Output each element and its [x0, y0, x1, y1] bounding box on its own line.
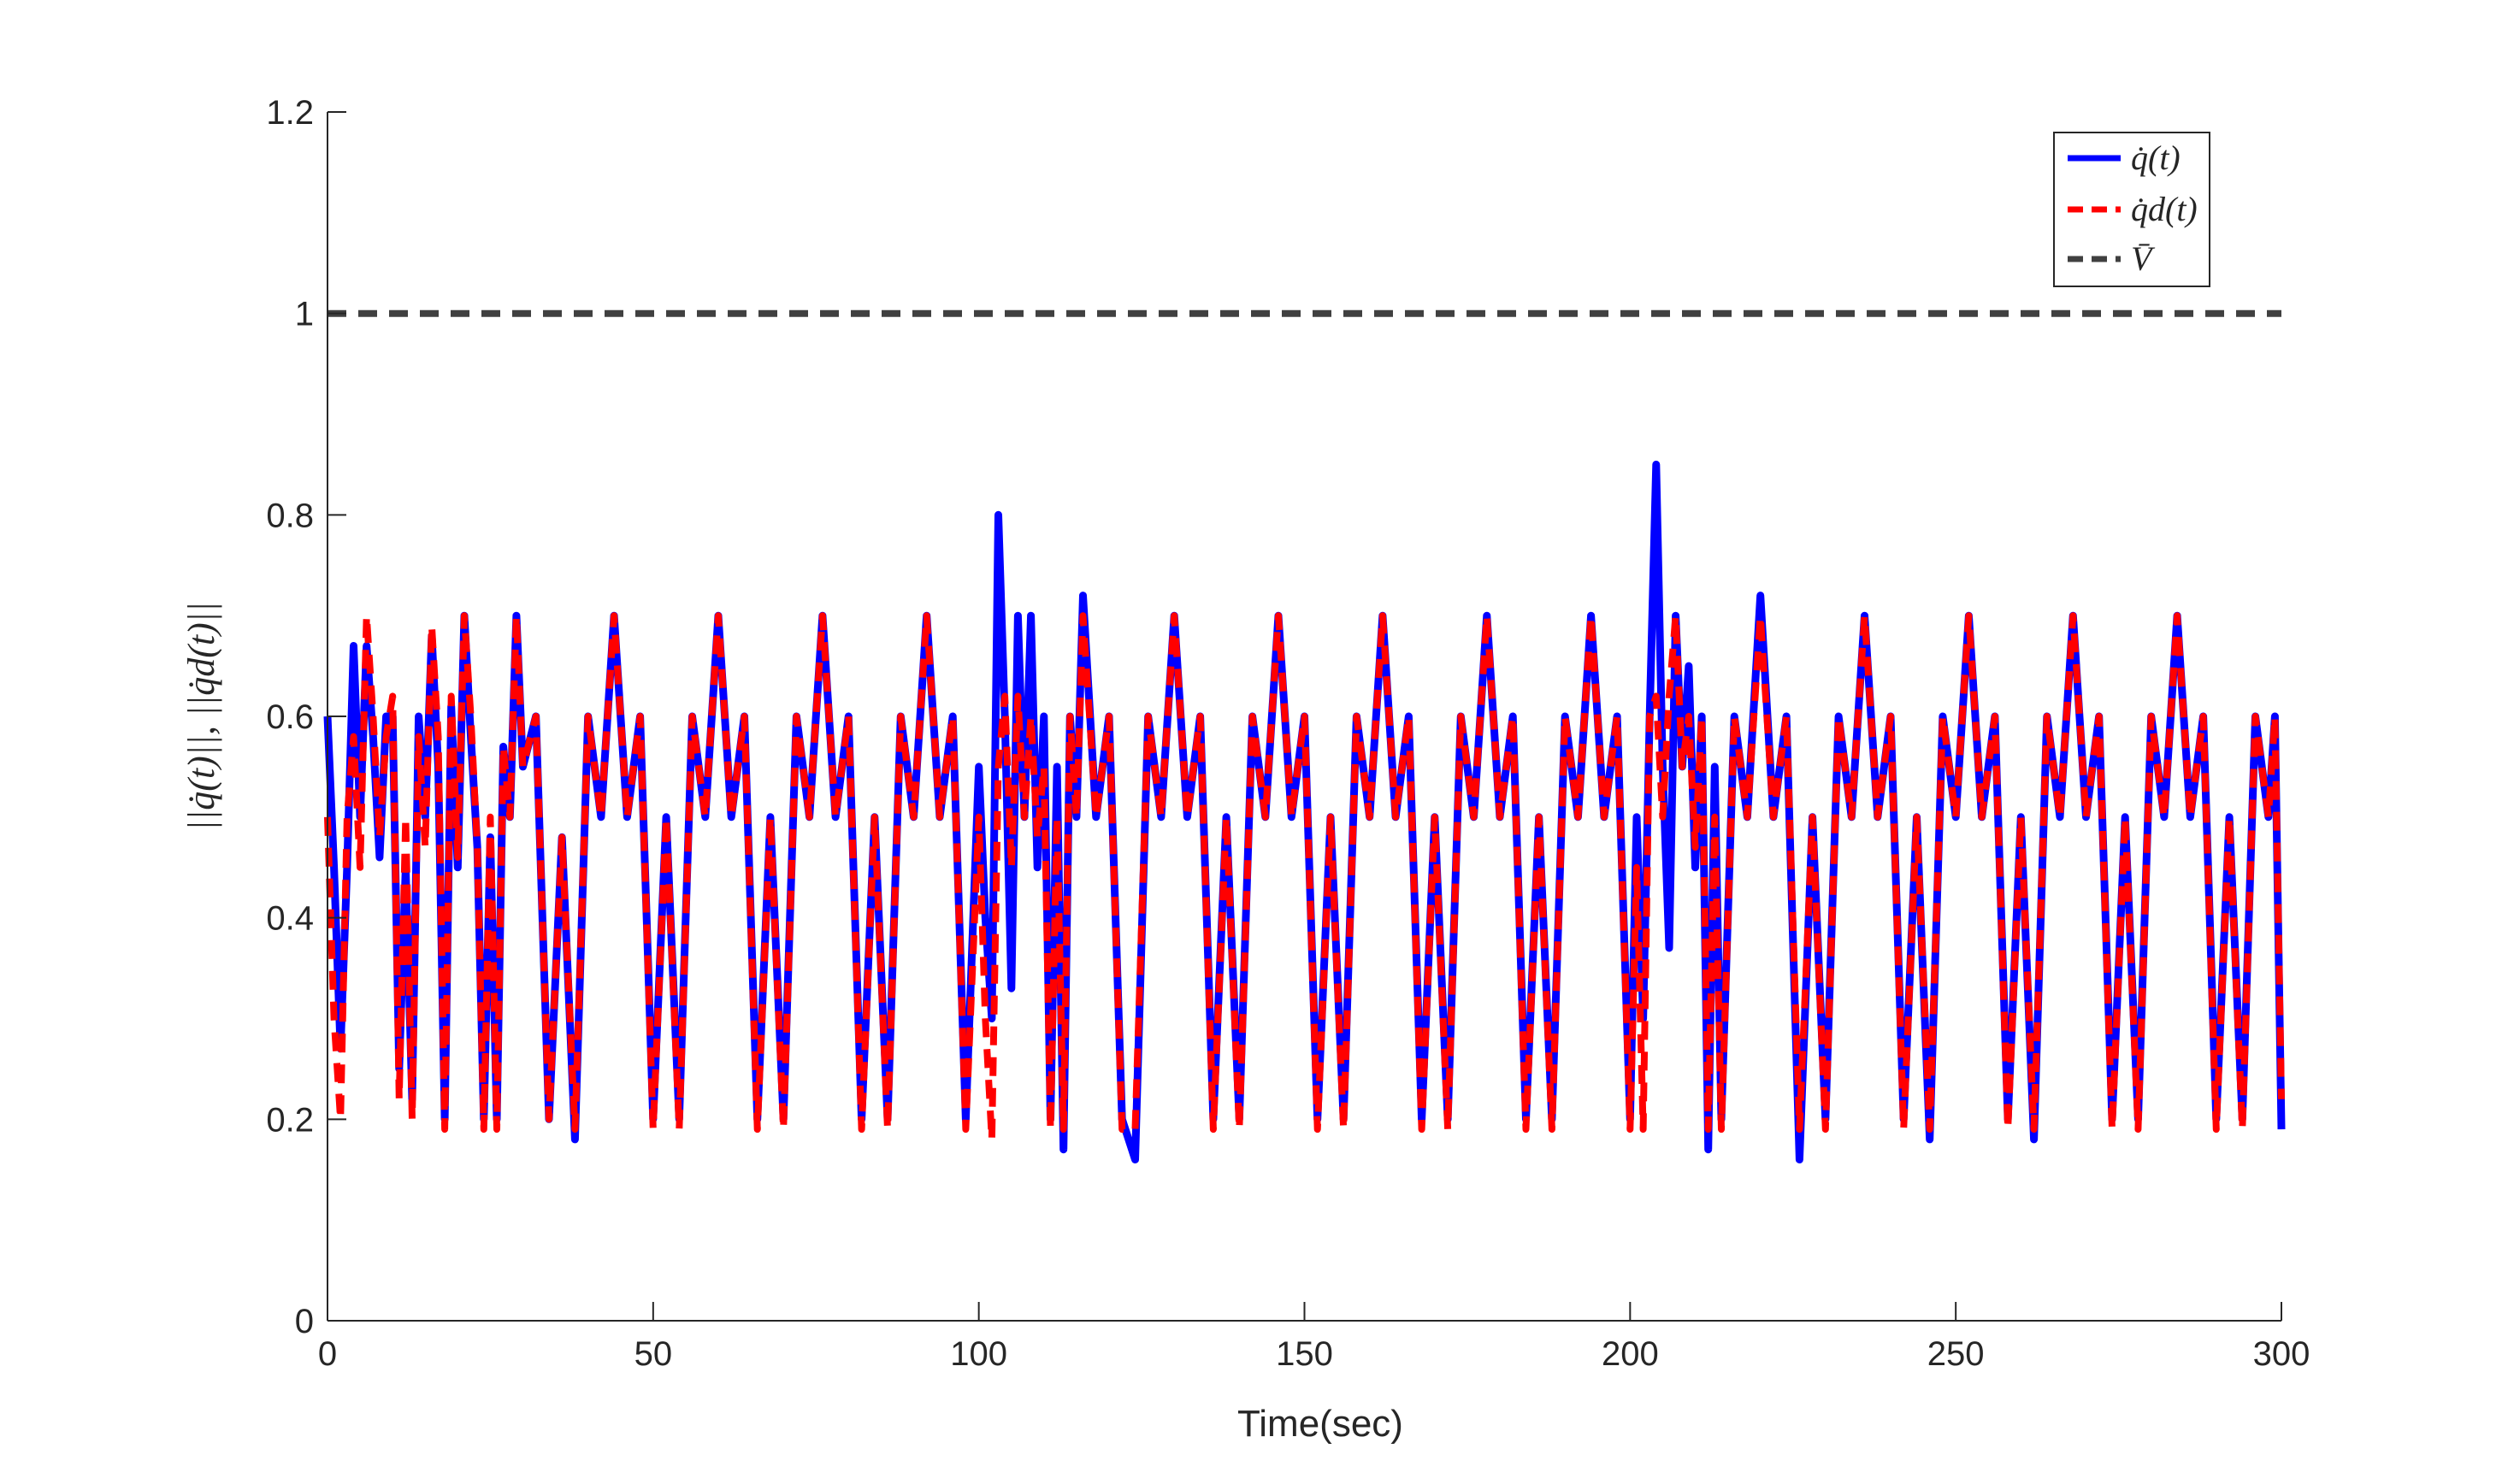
series-line-1: [324, 612, 2285, 1143]
legend-label-qd-dot: q̇d(t): [2131, 190, 2198, 228]
legend: q̇(t) q̇d(t) V̄: [2053, 132, 2210, 287]
y-axis-label: ||q̇(t)||, ||q̇d(t)||: [180, 602, 222, 831]
x-tick-label: 100: [950, 1335, 1007, 1373]
x-tick-label: 150: [1276, 1335, 1333, 1373]
x-tick-label: 0: [318, 1335, 337, 1373]
y-tick-label: 0.8: [266, 497, 314, 534]
x-tick-label: 250: [1927, 1335, 1985, 1373]
y-tick-label: 0.2: [266, 1101, 314, 1139]
y-tick-label: 0.6: [266, 698, 314, 736]
x-tick-label: 200: [1602, 1335, 1659, 1373]
y-tick-label: 0: [295, 1303, 314, 1340]
plot-area: 0 50 100 150 200 250 300 0 0.2 0.4 0.6 0.8 1 1.2: [266, 94, 2310, 1373]
series-layer: [323, 309, 2286, 1163]
legend-label-v-bar: V̄: [2131, 239, 2156, 278]
ticks-layer: 0 50 100 150 200 250 300 0 0.2 0.4 0.6 0.8 1 1.2: [266, 94, 2310, 1373]
y-tick-label: 1: [295, 296, 314, 333]
y-tick-label: 1.2: [266, 94, 314, 132]
x-axis-label: Time(sec): [1237, 1403, 1403, 1445]
legend-label-q-dot: q̇(t): [2131, 138, 2181, 177]
x-tick-label: 300: [2253, 1335, 2310, 1373]
x-tick-label: 50: [634, 1335, 673, 1373]
y-tick-label: 0.4: [266, 900, 314, 938]
